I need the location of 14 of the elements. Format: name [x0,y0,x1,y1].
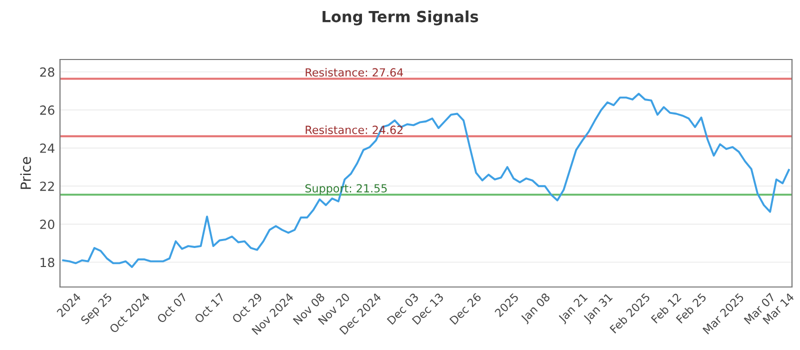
ref-line-label: Resistance: 27.64 [306,68,404,77]
x-tick-label: Jan 08 [520,292,552,324]
y-axis-title: Price [20,157,31,189]
line-series [62,92,790,268]
y-tick-label: 18 [40,258,54,268]
x-tick-label: Oct 07 [156,292,188,324]
y-tick-label: 28 [40,67,54,77]
y-tick-label: 24 [40,143,54,153]
y-tick-label: 20 [40,220,54,230]
chart-title: Long Term Signals [322,10,478,26]
x-tick-label: Dec 26 [449,292,482,325]
y-tick-label: 22 [40,182,54,191]
y-tick-label: 26 [40,105,54,115]
x-tick-label: Oct 17 [194,292,225,324]
